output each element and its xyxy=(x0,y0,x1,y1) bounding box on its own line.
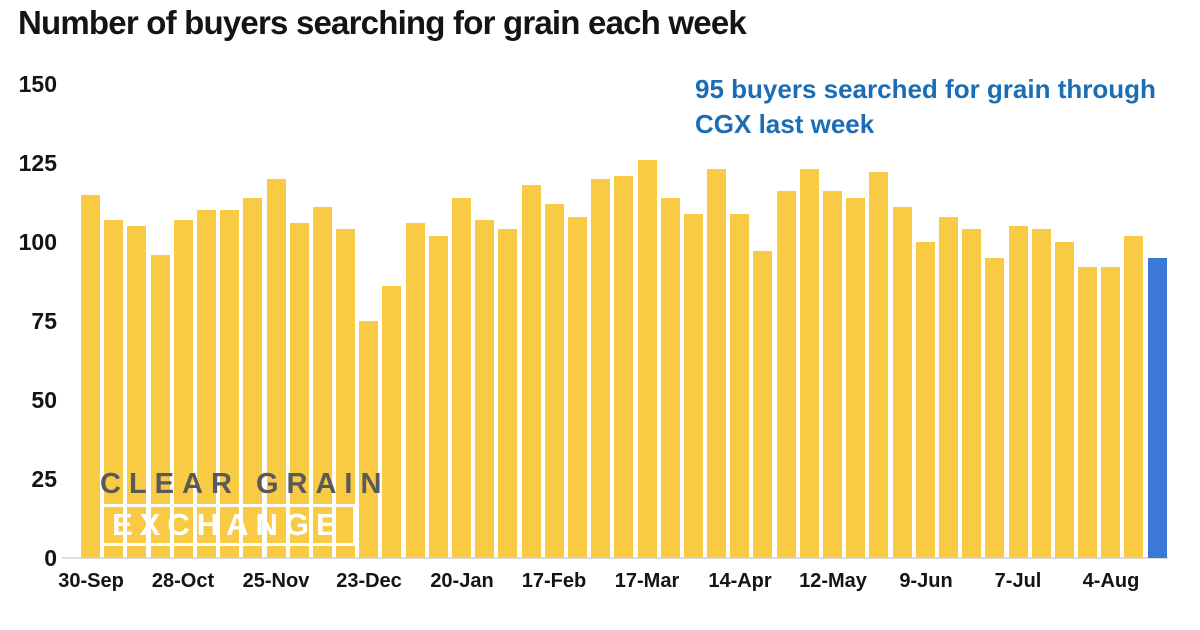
y-tick-25: 25 xyxy=(31,466,57,492)
chart-title: Number of buyers searching for grain eac… xyxy=(18,4,747,41)
bar-week-16 xyxy=(428,236,448,558)
bar-week-28 xyxy=(707,169,727,558)
bar-week-12 xyxy=(336,229,356,558)
bar-week-37 xyxy=(915,242,935,558)
bar-week-15 xyxy=(405,223,425,558)
x-tick-23-Dec: 23-Dec xyxy=(336,570,402,592)
x-tick-25-Nov: 25-Nov xyxy=(242,570,310,592)
bar-week-13 xyxy=(359,321,379,558)
x-tick-28-Oct: 28-Oct xyxy=(151,570,215,592)
annotation-callout: 95 buyers searched for grain through CGX… xyxy=(695,72,1175,142)
y-tick-150: 150 xyxy=(18,71,57,97)
x-tick-30-Sep: 30-Sep xyxy=(58,570,124,592)
bar-last-week xyxy=(1147,258,1167,558)
annotation-line1: 95 buyers searched for grain through xyxy=(695,74,1156,104)
bar-week-7 xyxy=(220,210,240,558)
y-tick-50: 50 xyxy=(31,387,57,413)
bar-week-3 xyxy=(127,226,147,558)
bar-week-46 xyxy=(1124,236,1144,558)
bar-week-27 xyxy=(683,214,703,558)
x-tick-12-May: 12-May xyxy=(799,570,867,592)
bar-week-33 xyxy=(823,191,842,558)
bar-week-26 xyxy=(660,198,680,558)
bar-week-10 xyxy=(289,223,309,558)
bar-week-31 xyxy=(776,191,796,558)
bar-week-40 xyxy=(985,258,1005,558)
watermark-line2: EXCHANGE xyxy=(100,504,356,546)
bar-week-23 xyxy=(591,179,611,558)
annotation-line2: CGX last week xyxy=(695,109,875,139)
bar-week-29 xyxy=(730,214,750,558)
watermark-logo: CLEAR GRAIN EXCHANGE xyxy=(100,468,389,546)
x-tick-7-Jul: 7-Jul xyxy=(994,570,1042,592)
bar-week-38 xyxy=(938,217,958,558)
bar-week-32 xyxy=(799,169,819,558)
y-tick-0: 0 xyxy=(44,545,57,571)
bar-week-42 xyxy=(1031,229,1051,558)
bar-week-43 xyxy=(1054,242,1074,558)
bar-week-6 xyxy=(196,210,216,558)
bar-week-45 xyxy=(1101,267,1121,558)
y-tick-100: 100 xyxy=(18,229,57,255)
bar-week-22 xyxy=(567,217,587,558)
x-axis-line xyxy=(62,557,1168,559)
bar-week-25 xyxy=(637,160,657,558)
x-tick-9-Jun: 9-Jun xyxy=(899,570,953,592)
bar-week-4 xyxy=(150,255,170,558)
bar-week-8 xyxy=(243,198,263,558)
bar-week-35 xyxy=(869,172,889,558)
x-tick-17-Feb: 17-Feb xyxy=(521,570,587,592)
bar-week-9 xyxy=(266,179,286,558)
bar-week-19 xyxy=(498,229,518,558)
bar-week-41 xyxy=(1008,226,1028,558)
bar-week-30 xyxy=(753,251,773,558)
y-tick-125: 125 xyxy=(18,150,57,176)
bar-week-44 xyxy=(1078,267,1098,558)
bar-week-39 xyxy=(962,229,982,558)
x-tick-4-Aug: 4-Aug xyxy=(1082,570,1140,592)
bar-week-1 xyxy=(81,195,100,558)
x-tick-20-Jan: 20-Jan xyxy=(430,570,494,592)
x-tick-14-Apr: 14-Apr xyxy=(708,570,772,592)
bar-week-14 xyxy=(382,286,402,558)
watermark-line1: CLEAR GRAIN xyxy=(100,468,390,500)
bar-week-2 xyxy=(104,220,124,558)
bar-week-18 xyxy=(475,220,495,558)
bar-week-5 xyxy=(173,220,193,558)
bars-container xyxy=(81,84,1167,558)
bar-week-36 xyxy=(892,207,912,558)
bar-week-20 xyxy=(521,185,541,558)
bar-week-17 xyxy=(452,198,471,558)
x-tick-17-Mar: 17-Mar xyxy=(614,570,680,592)
bar-week-21 xyxy=(544,204,564,558)
y-tick-75: 75 xyxy=(31,308,57,334)
bar-week-24 xyxy=(614,176,634,558)
bar-week-11 xyxy=(312,207,332,558)
bar-week-34 xyxy=(846,198,866,558)
